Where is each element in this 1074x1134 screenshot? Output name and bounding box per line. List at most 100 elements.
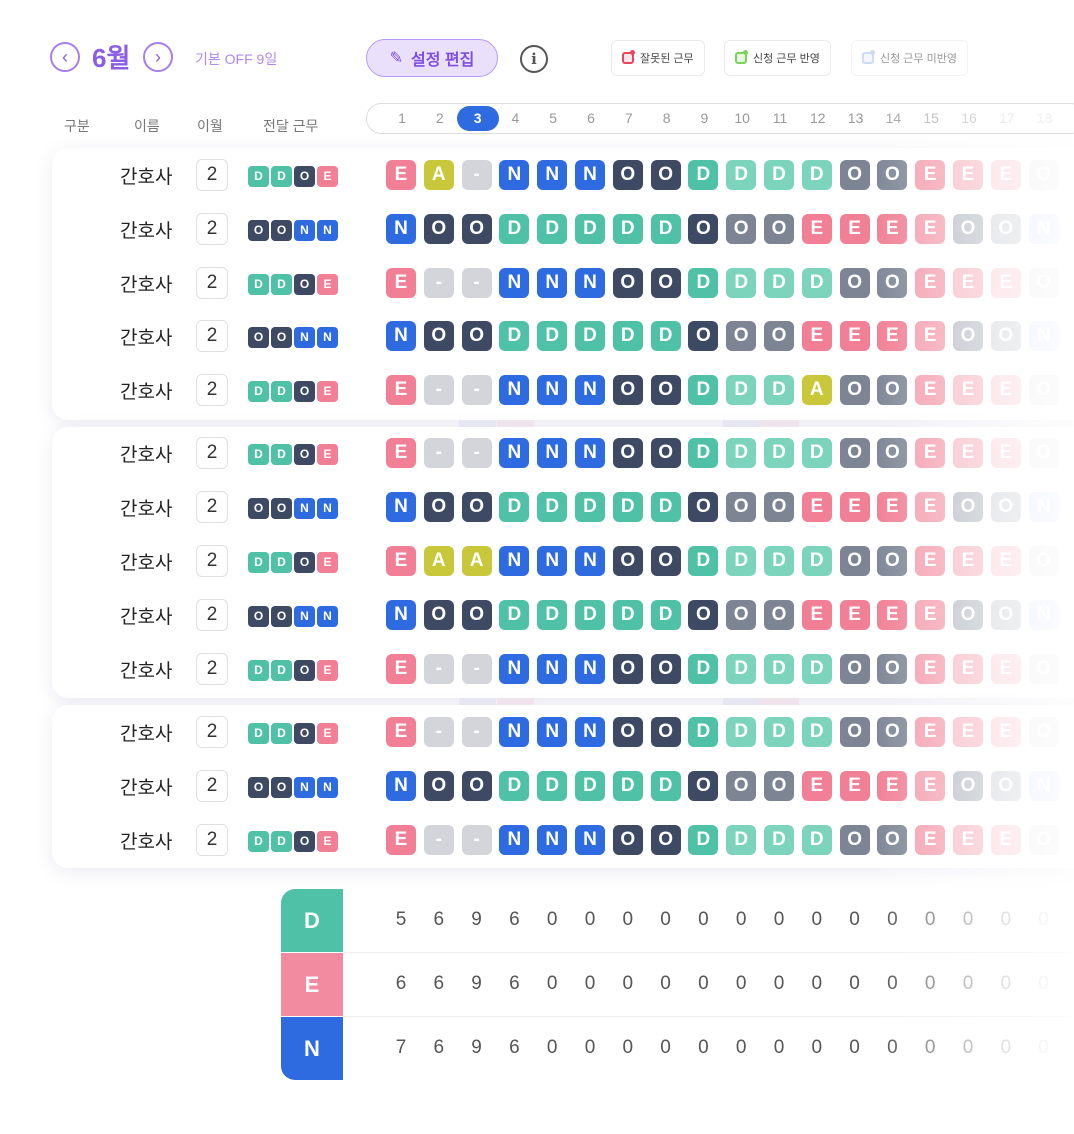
shift-cell[interactable]: D xyxy=(612,214,643,244)
shift-cell[interactable]: - xyxy=(461,160,492,190)
shift-cell[interactable]: E xyxy=(953,825,983,855)
shift-cell[interactable]: N xyxy=(537,438,568,468)
shift-cell[interactable]: D xyxy=(726,375,757,405)
shift-cell[interactable]: A xyxy=(423,546,454,576)
shift-cell[interactable]: D xyxy=(688,654,719,684)
shift-cell[interactable]: E xyxy=(990,654,1021,684)
shift-cell[interactable]: O xyxy=(423,214,454,244)
shift-cell[interactable]: - xyxy=(461,654,492,684)
shift-cell[interactable]: O xyxy=(650,546,681,576)
shift-cell[interactable]: O xyxy=(839,160,870,190)
shift-cell[interactable]: D xyxy=(688,375,719,405)
shift-cell[interactable]: O xyxy=(461,214,492,244)
day-14[interactable]: 14 xyxy=(885,110,902,126)
shift-cell[interactable]: E xyxy=(801,321,832,351)
shift-cell[interactable]: E xyxy=(953,654,983,684)
shift-cell[interactable]: N xyxy=(499,546,530,576)
shift-cell[interactable]: O xyxy=(461,492,492,522)
next-month-button[interactable]: › xyxy=(143,42,173,72)
shift-cell[interactable]: O xyxy=(650,438,681,468)
shift-cell[interactable]: E xyxy=(915,375,946,405)
shift-cell[interactable]: O xyxy=(877,268,908,298)
shift-cell[interactable]: D xyxy=(801,268,832,298)
carryover-input[interactable]: 2 xyxy=(196,374,228,406)
shift-cell[interactable]: E xyxy=(915,492,946,522)
shift-cell[interactable]: E xyxy=(877,214,908,244)
shift-cell[interactable]: D xyxy=(688,825,719,855)
carryover-input[interactable]: 2 xyxy=(196,824,228,856)
day-4[interactable]: 4 xyxy=(511,110,520,126)
shift-cell[interactable]: O xyxy=(1028,160,1059,190)
shift-cell[interactable]: O xyxy=(1028,268,1059,298)
shift-cell[interactable]: - xyxy=(423,717,454,747)
shift-cell[interactable]: O xyxy=(953,492,983,522)
shift-cell[interactable]: D xyxy=(764,438,794,468)
carryover-input[interactable]: 2 xyxy=(196,716,228,748)
shift-cell[interactable]: N xyxy=(537,375,568,405)
shift-cell[interactable]: D xyxy=(650,600,681,630)
shift-cell[interactable]: O xyxy=(726,214,757,244)
edit-settings-button[interactable]: ✎ 설정 편집 xyxy=(366,39,498,77)
shift-cell[interactable]: O xyxy=(990,321,1021,351)
shift-cell[interactable]: O xyxy=(1028,375,1059,405)
shift-cell[interactable]: E xyxy=(877,600,908,630)
shift-cell[interactable]: O xyxy=(990,600,1021,630)
shift-cell[interactable]: D xyxy=(726,825,757,855)
shift-cell[interactable]: D xyxy=(575,600,605,630)
shift-cell[interactable]: D xyxy=(801,654,832,684)
shift-cell[interactable]: O xyxy=(612,825,643,855)
shift-cell[interactable]: E xyxy=(915,546,946,576)
shift-cell[interactable]: O xyxy=(877,546,908,576)
shift-cell[interactable]: O xyxy=(1028,825,1059,855)
shift-cell[interactable]: E xyxy=(386,438,416,468)
day-3[interactable]: 3 xyxy=(456,106,499,131)
carryover-input[interactable]: 2 xyxy=(196,770,228,802)
shift-cell[interactable]: D xyxy=(537,321,568,351)
shift-cell[interactable]: O xyxy=(839,717,870,747)
carryover-input[interactable]: 2 xyxy=(196,491,228,523)
shift-cell[interactable]: O xyxy=(688,214,719,244)
shift-cell[interactable]: E xyxy=(953,375,983,405)
shift-cell[interactable]: N xyxy=(575,438,605,468)
shift-cell[interactable]: E xyxy=(801,771,832,801)
info-icon[interactable]: i xyxy=(520,45,548,73)
shift-cell[interactable]: O xyxy=(612,160,643,190)
shift-cell[interactable]: E xyxy=(839,600,870,630)
shift-cell[interactable]: N xyxy=(386,771,416,801)
shift-cell[interactable]: E xyxy=(386,546,416,576)
shift-cell[interactable]: E xyxy=(990,717,1021,747)
shift-cell[interactable]: N xyxy=(1028,771,1059,801)
shift-cell[interactable]: D xyxy=(726,546,757,576)
shift-cell[interactable]: E xyxy=(990,438,1021,468)
shift-cell[interactable]: O xyxy=(461,600,492,630)
shift-cell[interactable]: N xyxy=(575,654,605,684)
shift-cell[interactable]: N xyxy=(1028,600,1059,630)
shift-cell[interactable]: O xyxy=(877,654,908,684)
shift-cell[interactable]: D xyxy=(650,771,681,801)
shift-cell[interactable]: D xyxy=(499,321,530,351)
day-13[interactable]: 13 xyxy=(847,110,864,126)
shift-cell[interactable]: O xyxy=(839,654,870,684)
carryover-input[interactable]: 2 xyxy=(196,267,228,299)
shift-cell[interactable]: - xyxy=(423,438,454,468)
shift-cell[interactable]: E xyxy=(386,160,416,190)
shift-cell[interactable]: N xyxy=(575,160,605,190)
shift-cell[interactable]: N xyxy=(499,268,530,298)
shift-cell[interactable]: - xyxy=(423,654,454,684)
carryover-input[interactable]: 2 xyxy=(196,653,228,685)
shift-cell[interactable]: N xyxy=(386,214,416,244)
shift-cell[interactable]: - xyxy=(423,825,454,855)
shift-cell[interactable]: D xyxy=(575,492,605,522)
day-12[interactable]: 12 xyxy=(810,110,826,126)
shift-cell[interactable]: N xyxy=(537,546,568,576)
shift-cell[interactable]: O xyxy=(650,654,681,684)
shift-cell[interactable]: D xyxy=(612,600,643,630)
shift-cell[interactable]: O xyxy=(612,717,643,747)
shift-cell[interactable]: N xyxy=(1028,321,1059,351)
shift-cell[interactable]: N xyxy=(499,825,530,855)
shift-cell[interactable]: - xyxy=(461,268,492,298)
shift-cell[interactable]: D xyxy=(575,321,605,351)
shift-cell[interactable]: E xyxy=(915,268,946,298)
shift-cell[interactable]: D xyxy=(726,160,757,190)
shift-cell[interactable]: E xyxy=(915,654,946,684)
